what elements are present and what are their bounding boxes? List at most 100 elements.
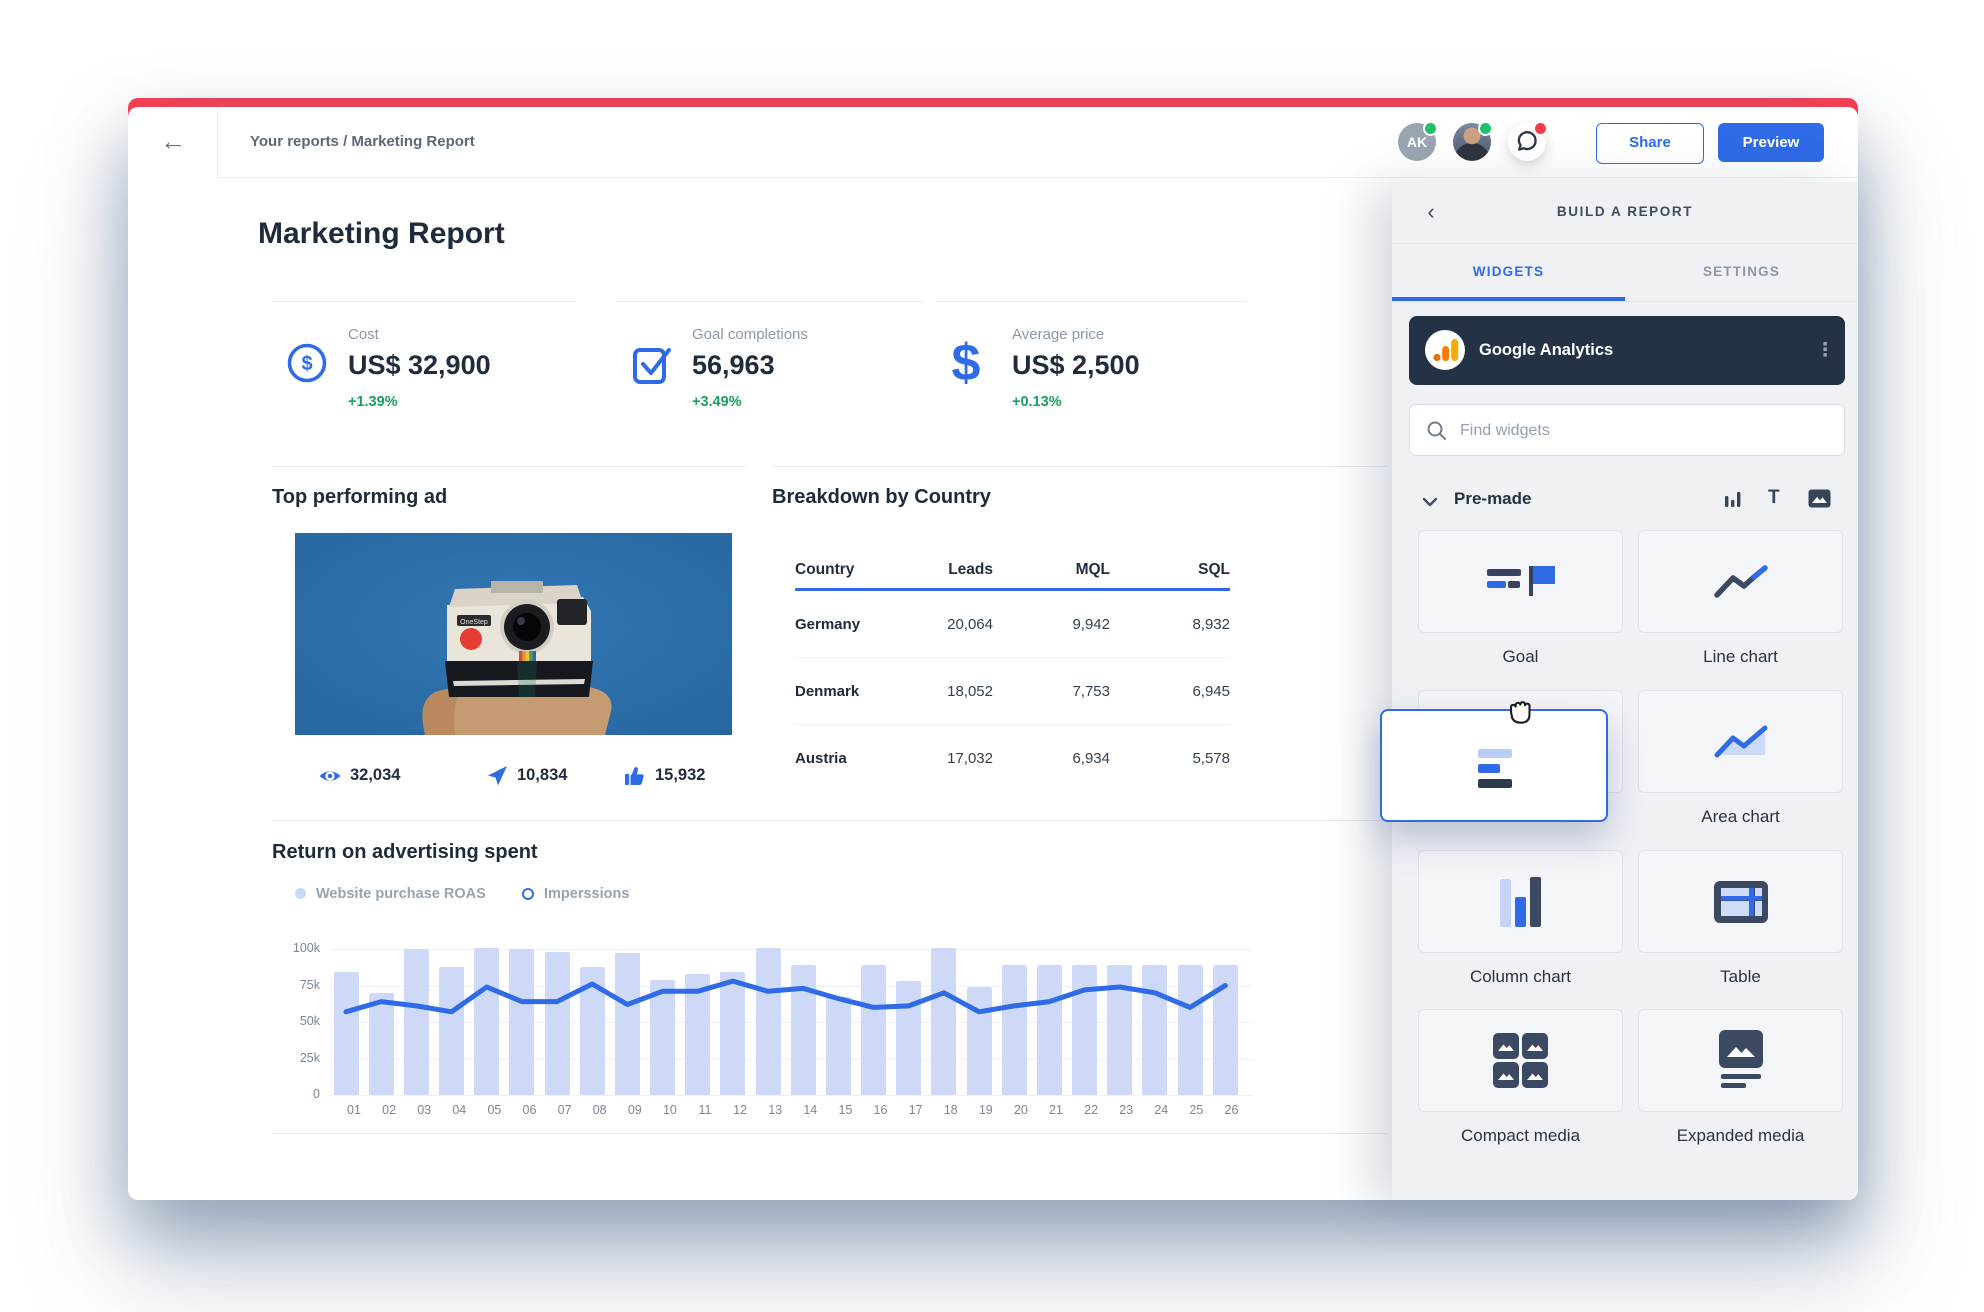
column-header: SQL xyxy=(1198,561,1230,578)
widget-tile-label: Line chart xyxy=(1703,647,1778,666)
likes-value: 15,932 xyxy=(655,766,706,784)
widget-tile-label: Area chart xyxy=(1701,807,1780,826)
x-axis-tick: 23 xyxy=(1119,1103,1134,1117)
dollar-circle-icon: $ xyxy=(286,340,330,386)
topbar: ← Your reports / Marketing Report AK Sha… xyxy=(128,107,1858,178)
chevron-down-icon[interactable] xyxy=(1422,494,1438,512)
chart-bar xyxy=(1107,965,1133,1095)
kpi-value: US$ 2,500 xyxy=(1012,350,1140,380)
x-axis-tick: 03 xyxy=(417,1103,432,1117)
x-axis-tick: 21 xyxy=(1049,1103,1063,1117)
dollar-icon: $ xyxy=(950,332,994,392)
widget-search xyxy=(1409,404,1845,457)
x-axis-tick: 26 xyxy=(1224,1103,1239,1117)
ghost-bar-blue xyxy=(1478,764,1500,773)
google-analytics-icon xyxy=(1425,330,1465,370)
roas-chart-card[interactable]: Return on advertising spent xyxy=(272,820,1387,1136)
widget-tile-compact-media[interactable] xyxy=(1418,1009,1623,1112)
table-row: Austria 17,032 6,934 5,578 xyxy=(795,725,1230,791)
page-title: Marketing Report xyxy=(258,217,505,250)
expanded-media-icon xyxy=(1718,1029,1763,1088)
column-header: Leads xyxy=(948,561,993,578)
views-value: 32,034 xyxy=(350,766,401,784)
chart-bar xyxy=(333,972,359,1095)
widget-tile-area-chart[interactable] xyxy=(1638,690,1843,793)
data-source-card[interactable]: Google Analytics ⋮ xyxy=(1409,316,1845,385)
country-table: Country Leads MQL SQL Germany 20,064 9,942 8,93… xyxy=(795,552,1230,791)
country-table-card[interactable]: Breakdown by Country xyxy=(772,466,1387,806)
online-dot xyxy=(1478,121,1493,136)
chart-bar xyxy=(720,972,746,1095)
widget-tile-column-chart[interactable] xyxy=(1418,850,1623,953)
breadcrumb[interactable]: Your reports / Marketing Report xyxy=(250,133,475,150)
search-icon xyxy=(1426,420,1447,446)
y-axis-tick: 25k xyxy=(299,1050,320,1065)
chart-bar xyxy=(439,967,464,1095)
widget-tile-label: Expanded media xyxy=(1676,1126,1805,1145)
x-axis-tick: 04 xyxy=(452,1103,467,1117)
chat-button[interactable] xyxy=(1508,121,1548,161)
x-axis-tick: 01 xyxy=(347,1103,361,1117)
widget-tile-label: Compact media xyxy=(1460,1126,1581,1145)
x-axis-tick: 11 xyxy=(698,1103,712,1117)
kpi-card-cost[interactable]: $ Cost US$ 32,900 +1.39% xyxy=(272,301,576,418)
x-axis-tick: 08 xyxy=(592,1103,607,1117)
online-dot xyxy=(1423,121,1438,136)
chat-bubble-icon xyxy=(1517,131,1537,151)
value-cell: 5,578 xyxy=(1192,749,1230,767)
value-cell: 18,052 xyxy=(947,682,993,700)
dragged-widget-ghost[interactable] xyxy=(1380,709,1608,822)
back-arrow-icon[interactable]: ← xyxy=(160,126,186,156)
tab-settings[interactable]: SETTINGS xyxy=(1702,264,1781,279)
eye-icon xyxy=(318,766,342,791)
area-chart-icon xyxy=(1714,725,1767,757)
y-axis-tick: 75k xyxy=(299,977,320,992)
user-avatar-photo[interactable] xyxy=(1453,121,1493,161)
table-row: Germany 20,064 9,942 8,932 xyxy=(795,591,1230,658)
media-icon[interactable] xyxy=(1808,489,1831,513)
x-axis-tick: 14 xyxy=(803,1103,818,1117)
column-header: MQL xyxy=(1075,561,1110,578)
kebab-menu-icon[interactable]: ⋮ xyxy=(1815,340,1835,361)
text-icon[interactable]: T xyxy=(1768,487,1780,508)
chart-bar xyxy=(544,952,570,1095)
chart-bar xyxy=(931,948,957,1095)
svg-text:$: $ xyxy=(952,334,981,392)
chart-bar xyxy=(790,965,816,1095)
x-axis-tick: 06 xyxy=(522,1103,537,1117)
widget-tile-expanded-media[interactable] xyxy=(1638,1009,1843,1112)
chart-bar xyxy=(1177,965,1203,1095)
kpi-value: US$ 32,900 xyxy=(348,350,491,380)
ghost-bar-dark xyxy=(1478,779,1512,788)
chart-bar xyxy=(1072,965,1098,1095)
widget-tile-label: Column chart xyxy=(1469,967,1572,986)
top-ad-card[interactable]: Top performing ad xyxy=(272,466,747,806)
widget-tile-goal[interactable] xyxy=(1418,530,1623,633)
legend-item[interactable]: Website purchase ROAS xyxy=(295,885,486,903)
svg-text:OneStep: OneStep xyxy=(460,619,488,626)
kpi-card-goal-completions[interactable]: Goal completions 56,963 +3.49% xyxy=(616,301,924,418)
chart-bar xyxy=(474,948,500,1095)
kpi-value: 56,963 xyxy=(692,350,775,380)
goal-icon xyxy=(1486,565,1555,596)
compact-media-icon xyxy=(1492,1032,1548,1088)
roas-chart: 0 25k 50k 75k 100k 01 02 03 04 05 06 07 08 09 10 11 12 13… xyxy=(272,937,1387,1137)
widget-tile-label: Goal xyxy=(1502,647,1539,666)
premade-section-label[interactable]: Pre-made xyxy=(1454,489,1532,508)
kpi-label: Average price xyxy=(1012,326,1105,343)
column-header: Country xyxy=(795,561,855,578)
kpi-card-average-price[interactable]: $ Average price US$ 2,500 +0.13% xyxy=(936,301,1247,418)
x-axis-tick: 12 xyxy=(733,1103,748,1117)
column-chart-icon[interactable] xyxy=(1722,488,1744,515)
search-input[interactable] xyxy=(1458,405,1832,457)
legend-item[interactable]: Imperssions xyxy=(522,885,629,903)
share-button[interactable]: Share xyxy=(1596,123,1704,164)
widget-tile-table[interactable] xyxy=(1638,850,1843,953)
chevron-left-icon[interactable]: ‹ xyxy=(1427,199,1435,224)
check-square-icon xyxy=(630,340,674,386)
preview-button[interactable]: Preview xyxy=(1718,123,1824,162)
widget-tile-line-chart[interactable] xyxy=(1638,530,1843,633)
tab-widgets[interactable]: WIDGETS xyxy=(1472,264,1545,279)
user-avatar-initials[interactable]: AK xyxy=(1398,121,1438,161)
legend-swatch-filled xyxy=(295,888,306,900)
